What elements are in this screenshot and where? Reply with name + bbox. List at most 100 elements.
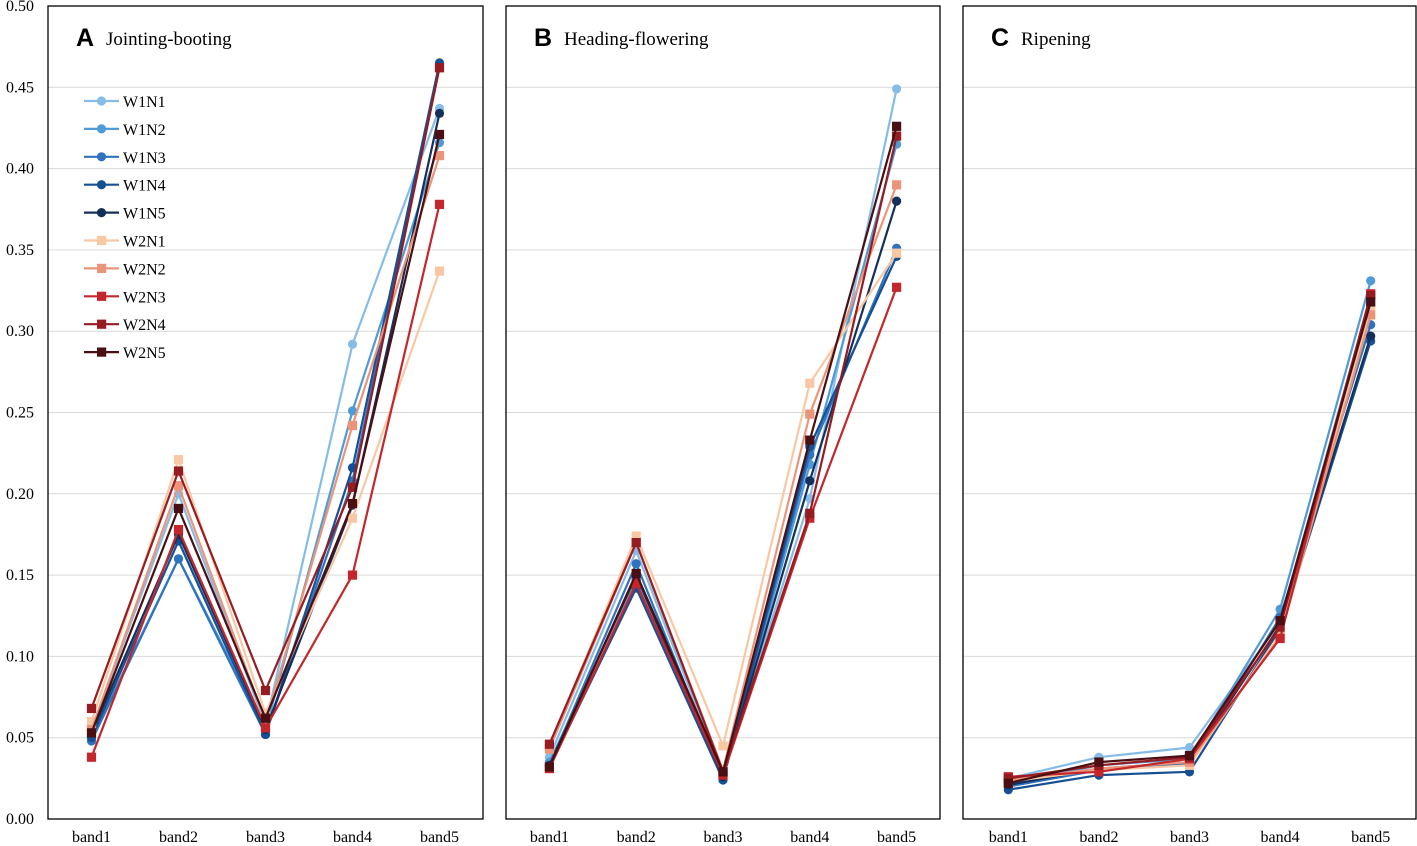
series-w1n4 bbox=[1003, 336, 1376, 795]
x-tick-label: band1 bbox=[72, 829, 111, 846]
series-w2n4 bbox=[1003, 290, 1376, 783]
legend-label: W2N1 bbox=[123, 234, 166, 251]
y-tick-label: 0.25 bbox=[6, 405, 34, 422]
series-line bbox=[548, 247, 898, 780]
data-point bbox=[434, 108, 445, 118]
data-point bbox=[892, 248, 902, 258]
data-point bbox=[892, 196, 902, 206]
panel-letter: C bbox=[991, 24, 1009, 52]
series-w1n5 bbox=[86, 108, 445, 738]
data-point bbox=[173, 503, 184, 514]
data-point bbox=[86, 716, 97, 727]
legend-item: W1N4 bbox=[84, 178, 166, 195]
data-point bbox=[1275, 633, 1285, 644]
data-point bbox=[347, 339, 358, 349]
data-point bbox=[1275, 622, 1285, 632]
y-tick-label: 0.15 bbox=[6, 567, 34, 584]
series-w2n2 bbox=[544, 180, 902, 775]
legend-item: W2N1 bbox=[84, 234, 166, 251]
data-point bbox=[892, 282, 902, 292]
data-point bbox=[1275, 616, 1285, 626]
data-point bbox=[631, 568, 641, 579]
data-point bbox=[544, 744, 554, 754]
series-w1n2 bbox=[544, 139, 902, 783]
legend-label: W1N3 bbox=[123, 150, 166, 167]
legend-marker bbox=[97, 319, 107, 329]
panel-title: Ripening bbox=[1021, 29, 1091, 50]
x-tick-label: band3 bbox=[246, 829, 285, 846]
data-point bbox=[805, 476, 815, 486]
data-point bbox=[260, 708, 271, 718]
legend-label: W1N1 bbox=[123, 94, 166, 111]
data-point bbox=[892, 131, 902, 141]
data-point bbox=[805, 409, 815, 419]
y-tick-label: 0.45 bbox=[6, 79, 34, 96]
x-tick-label: band1 bbox=[989, 829, 1028, 846]
data-point bbox=[631, 531, 641, 541]
legend-marker bbox=[97, 291, 107, 301]
data-point bbox=[347, 406, 358, 416]
x-tick-label: band2 bbox=[617, 829, 656, 846]
series-line bbox=[1008, 295, 1372, 780]
data-point bbox=[1366, 310, 1376, 320]
legend-label: W2N3 bbox=[123, 289, 166, 306]
data-point bbox=[347, 570, 358, 580]
series-line bbox=[548, 184, 898, 772]
x-tick-label: band4 bbox=[790, 829, 829, 846]
series-w2n1 bbox=[86, 266, 445, 727]
legend-item: W2N3 bbox=[84, 289, 166, 306]
legend-marker bbox=[96, 96, 107, 106]
data-point bbox=[434, 129, 445, 140]
data-point bbox=[1366, 276, 1376, 286]
data-point bbox=[86, 703, 97, 714]
series-w1n2 bbox=[86, 137, 445, 743]
y-tick-label: 0.05 bbox=[6, 730, 34, 747]
series-line bbox=[1008, 301, 1372, 785]
series-w1n1 bbox=[544, 84, 902, 780]
series-w2n5 bbox=[544, 121, 902, 777]
data-point bbox=[1366, 331, 1376, 341]
y-tick-label: 0.50 bbox=[6, 0, 34, 15]
legend-item: W1N3 bbox=[84, 150, 166, 167]
x-tick-label: band4 bbox=[333, 829, 372, 846]
data-point bbox=[892, 121, 902, 131]
series-line bbox=[90, 142, 441, 739]
series-line bbox=[548, 126, 898, 773]
legend-marker bbox=[97, 235, 107, 246]
data-point bbox=[434, 63, 445, 73]
data-point bbox=[544, 762, 554, 772]
data-point bbox=[1003, 773, 1013, 783]
y-tick-label: 0.30 bbox=[6, 323, 34, 340]
series-line bbox=[1008, 340, 1372, 791]
series-line bbox=[90, 204, 441, 758]
series-line bbox=[1008, 280, 1372, 785]
series-line bbox=[1008, 293, 1372, 778]
series-w2n4 bbox=[544, 131, 902, 777]
series-line bbox=[1008, 295, 1372, 780]
plot-frame bbox=[505, 5, 941, 820]
data-point bbox=[86, 728, 97, 738]
series-line bbox=[548, 200, 898, 778]
legend-label: W1N2 bbox=[123, 122, 166, 139]
data-point bbox=[434, 199, 445, 209]
data-point bbox=[347, 482, 358, 492]
legend-marker bbox=[96, 208, 107, 218]
data-point bbox=[1184, 742, 1195, 753]
legend-item: W1N5 bbox=[84, 206, 166, 223]
legend-label: W1N5 bbox=[123, 206, 166, 223]
series-w1n3 bbox=[1003, 320, 1376, 792]
x-tick-label: band3 bbox=[1170, 829, 1209, 846]
data-point bbox=[544, 739, 554, 749]
series-w2n3 bbox=[1003, 289, 1376, 782]
legend-item: W2N5 bbox=[84, 345, 166, 362]
legend-marker bbox=[97, 347, 107, 357]
panel-a: A Jointing-booting band1 band2 band3 band4 ban… bbox=[47, 5, 484, 846]
panel-title: Jointing-booting bbox=[106, 29, 232, 50]
data-point bbox=[434, 150, 445, 161]
data-point bbox=[805, 435, 815, 445]
series-w1n1 bbox=[1003, 290, 1376, 783]
series-line bbox=[90, 134, 441, 734]
y-tick-label: 0.00 bbox=[6, 811, 34, 828]
series-w2n5 bbox=[86, 129, 445, 738]
data-point bbox=[718, 741, 728, 751]
